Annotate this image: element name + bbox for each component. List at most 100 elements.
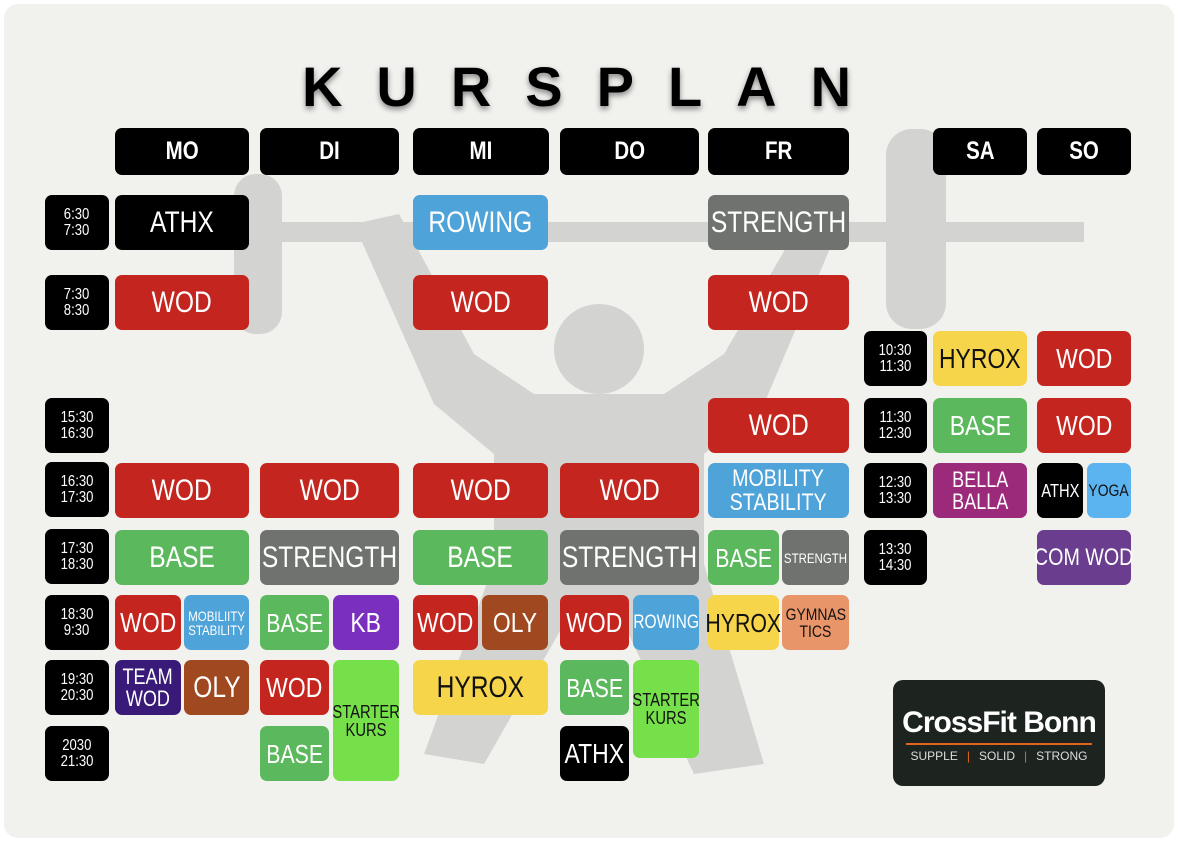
class-block-text: MOBILITY [732, 464, 825, 492]
day-header-text: MI [469, 137, 493, 165]
class-block: STRENGTH [782, 530, 849, 585]
class-block-text: WOD [299, 473, 360, 507]
day-header-text: MO [165, 137, 199, 165]
class-block-text: WOD [266, 671, 323, 703]
time-slot: 15:30 16:30 [45, 398, 109, 453]
class-block: WOD [708, 398, 849, 453]
time-slot-text: 17:30 [60, 488, 94, 506]
class-block: OLY [184, 660, 249, 715]
class-block-text: BASE [447, 540, 514, 574]
class-block-text: OLY [492, 606, 538, 638]
time-slot-text: 12:30 [879, 424, 912, 442]
class-block-text: WOD [151, 473, 213, 507]
time-slot: 12:30 13:30 [864, 463, 927, 518]
time-slot-text: 13:30 [879, 489, 912, 507]
class-block-text: BASE [266, 738, 323, 769]
class-block: HYROX [413, 660, 548, 715]
time-slot-text: 2030 [62, 736, 92, 754]
title: KURSPLAN [301, 55, 886, 118]
class-block-text: WOD [1055, 342, 1113, 374]
class-block-text: HYROX [436, 670, 525, 704]
class-block: HYROX [933, 331, 1027, 386]
class-block: WOD [413, 463, 548, 518]
class-block: BASE [413, 530, 548, 585]
time-slot: 7:30 8:30 [45, 275, 109, 330]
class-block-text: MOBILIITY [188, 607, 245, 624]
class-block-text: BALLA [951, 488, 1009, 514]
day-header: DO [560, 128, 699, 175]
day-header: SO [1037, 128, 1131, 175]
class-block: WOD [560, 463, 699, 518]
day-header-text: SA [965, 137, 995, 165]
class-block-text: OLY [192, 670, 241, 704]
class-block: BASE [260, 595, 329, 650]
class-block: WOD [260, 660, 329, 715]
class-block-text: GYMNAS [785, 604, 846, 624]
day-header: MO [115, 128, 249, 175]
class-block: MOBILIITY STABILITY [184, 595, 249, 650]
logo-tagline: SOLID [978, 749, 1015, 763]
class-block: KB [333, 595, 399, 650]
class-block: OLY [482, 595, 548, 650]
logo: CrossFit Bonn SUPPLE | SOLID | STRONG [893, 680, 1105, 786]
class-block-text: WOD [748, 408, 809, 442]
class-block: GYMNAS TICS [782, 595, 849, 650]
class-block-text: STRENGTH [561, 540, 698, 574]
class-block: WOD [1037, 398, 1131, 453]
time-slot-text: 17:30 [60, 539, 94, 557]
class-block: BASE [708, 530, 779, 585]
class-block: WOD [413, 275, 548, 330]
class-block: WOD [115, 463, 249, 518]
class-block-text: WOD [1055, 409, 1113, 441]
class-block-text: STRENGTH [783, 549, 848, 566]
class-block-text: WOD [748, 285, 809, 319]
class-block-text: STARTER [632, 690, 700, 710]
day-header: MI [413, 128, 549, 175]
time-slot: 16:30 17:30 [45, 462, 109, 517]
class-block-text: KURS [645, 708, 687, 728]
class-block: BASE [115, 530, 249, 585]
class-block-text: BASE [266, 607, 323, 638]
class-block: STARTER KURS [632, 660, 700, 758]
schedule-card: KURSPLAN CrossFit Bonn SUPPLE | SOLID | ST… [4, 4, 1174, 838]
time-slot: 17:30 18:30 [45, 529, 109, 584]
class-block-text: KURS [345, 719, 387, 740]
class-block: WOD [560, 595, 629, 650]
class-block-text: BASE [949, 409, 1011, 441]
class-block: ATHX [115, 195, 249, 250]
time-slot-text: 11:30 [879, 357, 912, 375]
class-block: BELLA BALLA [933, 463, 1027, 518]
day-header: SA [933, 128, 1027, 175]
time-slot-text: 11:30 [879, 408, 912, 426]
class-block: WOD [1037, 331, 1131, 386]
day-header-text: FR [764, 137, 793, 165]
class-block: STARTER KURS [332, 660, 400, 781]
class-block-text: WOD [599, 473, 660, 507]
class-block-text: STRENGTH [261, 540, 398, 574]
time-slot-text: 19:30 [60, 670, 94, 688]
class-block: WOD [708, 275, 849, 330]
class-block-text: WOD [450, 285, 511, 319]
time-slot: 2030 21:30 [45, 726, 109, 781]
class-block-text: HYROX [705, 607, 782, 638]
class-block-text: ATHX [150, 205, 214, 239]
class-block-text: ATHX [1040, 480, 1080, 501]
class-block: WOD [115, 595, 181, 650]
class-block: BASE [933, 398, 1027, 453]
time-slot-text: 16:30 [60, 472, 94, 490]
class-block-text: WOD [125, 685, 171, 711]
class-block: TEAM WOD [115, 660, 181, 715]
class-block: ATHX [560, 726, 629, 781]
time-slot-text: 20:30 [60, 686, 94, 704]
time-slot-text: 18:30 [60, 605, 94, 623]
class-block: STRENGTH [260, 530, 399, 585]
class-block-text: WOD [566, 606, 623, 638]
class-block: WOD [260, 463, 399, 518]
time-slot: 11:30 12:30 [864, 398, 927, 453]
class-block-text: WOD [417, 606, 474, 638]
class-block-text: TEAM [122, 663, 174, 689]
time-slot-text: 9:30 [64, 621, 90, 639]
time-slot-text: 8:30 [64, 301, 90, 319]
class-block: WOD [115, 275, 249, 330]
time-slot-text: 21:30 [60, 752, 94, 770]
